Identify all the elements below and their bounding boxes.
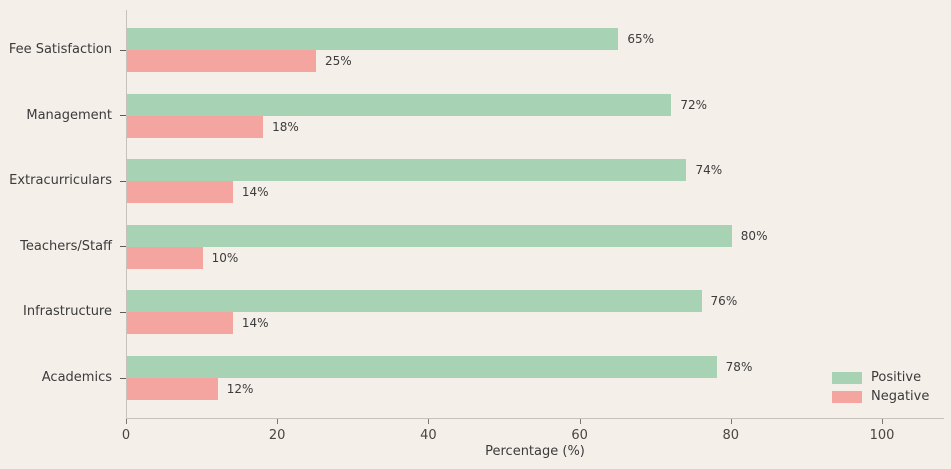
y-tick	[120, 49, 126, 51]
value-label: 72%	[680, 97, 707, 112]
bar-negative	[127, 115, 264, 138]
value-label: 25%	[325, 54, 352, 68]
value-label: 10%	[211, 250, 239, 265]
category-label: Infrastructure	[23, 304, 112, 320]
value-label: 14%	[241, 185, 269, 200]
x-tick	[730, 419, 732, 424]
bar-negative	[127, 378, 218, 401]
value-label: 78%	[725, 360, 753, 375]
value-label: 18%	[272, 119, 299, 134]
bar-negative	[127, 50, 316, 72]
x-tick-label: 80	[722, 428, 740, 443]
legend: Positive Negative	[832, 370, 930, 404]
value-label: 76%	[710, 294, 738, 309]
value-label: 74%	[695, 163, 723, 178]
x-tick	[126, 419, 127, 424]
y-tick	[120, 180, 126, 182]
legend-label: Negative	[871, 389, 930, 404]
x-tick-label: 20	[268, 428, 286, 443]
y-tick	[120, 311, 126, 313]
bar-positive	[127, 159, 687, 182]
x-tick-label: 0	[121, 428, 131, 443]
y-tick	[120, 377, 126, 379]
category-label: Fee Satisfaction	[8, 42, 112, 57]
category-label: Teachers/Staff	[20, 238, 112, 254]
legend-entry-positive: Positive	[832, 370, 929, 385]
legend-swatch-positive	[832, 371, 862, 384]
bar-positive	[127, 93, 672, 116]
value-label: 12%	[226, 382, 254, 397]
y-tick	[120, 246, 126, 248]
value-label: 80%	[740, 228, 768, 243]
value-label: 14%	[241, 316, 269, 331]
category-label: Academics	[41, 370, 112, 386]
x-tick-label: 100	[869, 428, 895, 443]
legend-swatch-negative	[832, 390, 862, 403]
plot-area: Fee Satisfaction 65% 25% Management 72% 18% Ex…	[9, 10, 944, 443]
bar-negative	[127, 246, 203, 269]
bar-negative	[127, 312, 233, 335]
legend-label: Positive	[871, 370, 922, 385]
x-tick	[579, 419, 581, 424]
y-tick	[120, 115, 126, 117]
x-tick-label: 60	[571, 428, 588, 443]
bar-positive	[127, 356, 717, 379]
x-tick-label: 40	[420, 428, 437, 443]
category-label: Management	[26, 107, 112, 123]
x-tick	[428, 419, 430, 424]
value-label: 65%	[627, 32, 655, 46]
x-axis-title: Percentage (%)	[485, 444, 585, 459]
x-tick	[277, 419, 279, 424]
bar-negative	[127, 181, 233, 204]
category-label: Extracurriculars	[9, 173, 112, 189]
y-axis-spine	[126, 10, 127, 419]
legend-entry-negative: Negative	[832, 389, 930, 404]
x-axis-spine	[126, 418, 944, 419]
x-tick	[882, 419, 883, 424]
bar-positive	[127, 224, 732, 247]
bar-positive	[127, 290, 702, 313]
bar-positive	[127, 28, 619, 50]
